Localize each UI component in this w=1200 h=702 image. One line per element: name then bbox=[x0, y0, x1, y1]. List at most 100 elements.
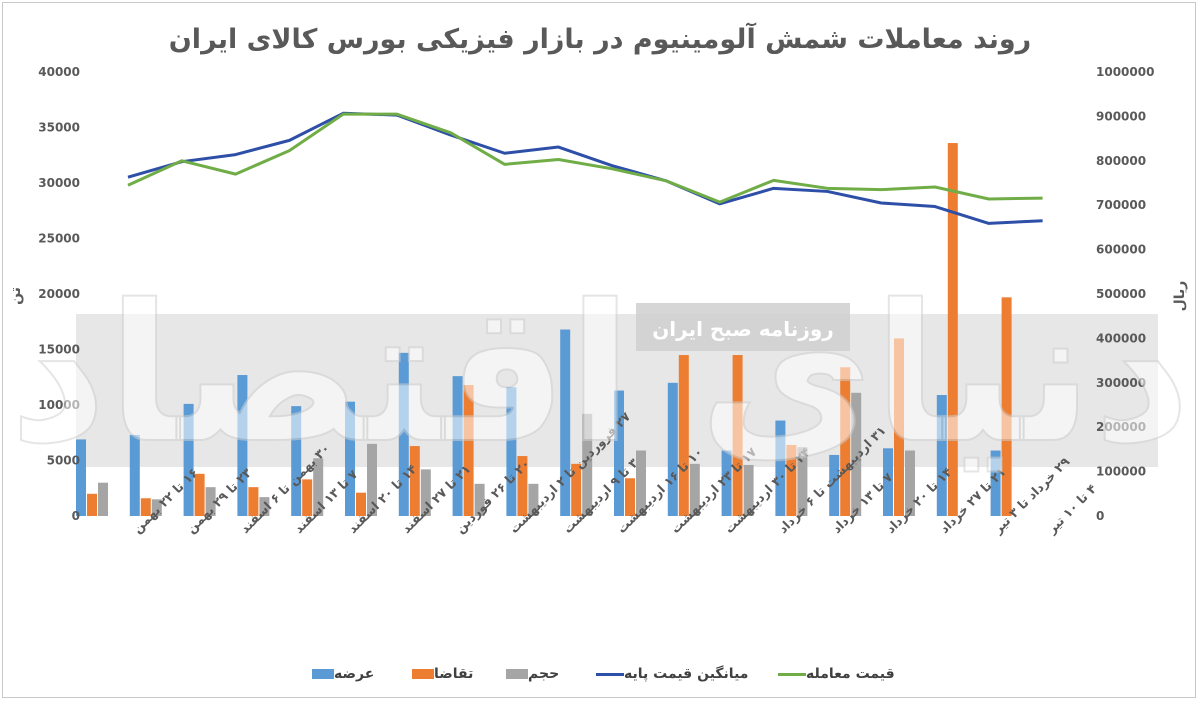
right-tick-label: 200000 bbox=[1096, 420, 1146, 434]
left-tick-label: 0 bbox=[72, 509, 80, 523]
lines-layer bbox=[127, 111, 1043, 225]
right-tick-label: 700000 bbox=[1096, 198, 1146, 212]
legend-swatch bbox=[596, 672, 624, 676]
bar-2-1 bbox=[151, 499, 162, 516]
bar-1-12 bbox=[732, 355, 743, 516]
bar-2-8 bbox=[528, 483, 539, 516]
left-axis-label: تن bbox=[8, 287, 24, 305]
bar-2-3 bbox=[259, 497, 270, 516]
watermark-subtitle-box bbox=[636, 303, 850, 351]
bars-layer bbox=[76, 143, 1012, 517]
bar-1-11 bbox=[678, 355, 689, 516]
bar-2-7 bbox=[474, 483, 485, 516]
bar-1-6 bbox=[409, 446, 420, 516]
left-tick-label: 5000 bbox=[47, 454, 80, 468]
bar-0-2 bbox=[183, 403, 194, 516]
legend-label: قیمت معامله bbox=[806, 666, 895, 682]
line-series-1 bbox=[127, 112, 1043, 204]
bar-0-5 bbox=[345, 401, 355, 516]
legend-label: تقاضا bbox=[434, 666, 474, 682]
bar-0-4 bbox=[291, 406, 302, 516]
legend-item: قیمت معامله bbox=[770, 662, 895, 686]
bar-2-14 bbox=[851, 392, 862, 516]
right-axis-ticks: 0 100000 200000 300000 400000 500000 600000 700… bbox=[1096, 65, 1154, 523]
bar-2-12 bbox=[743, 464, 754, 516]
bar-1-0 bbox=[87, 493, 97, 516]
right-tick-label: 1000000 bbox=[1096, 65, 1154, 79]
bar-2-10 bbox=[636, 450, 646, 516]
legend-swatch bbox=[506, 669, 528, 679]
bar-0-15 bbox=[883, 448, 893, 516]
chart-title: روند معاملات شمش آلومینیوم در بازار فیزی… bbox=[168, 24, 1032, 55]
right-tick-label: 100000 bbox=[1096, 465, 1146, 479]
bar-2-0 bbox=[98, 482, 108, 516]
bar-0-3 bbox=[237, 375, 248, 516]
bar-1-4 bbox=[302, 479, 313, 516]
bar-0-12 bbox=[721, 450, 732, 516]
left-tick-label: 40000 bbox=[38, 65, 80, 79]
legend-label: حجم bbox=[528, 666, 560, 682]
bar-1-3 bbox=[248, 487, 259, 516]
watermark-subtitle: روزنامه صبح ایران bbox=[652, 317, 834, 341]
right-tick-label: 300000 bbox=[1096, 376, 1146, 390]
right-tick-label: 0 bbox=[1096, 509, 1104, 523]
left-tick-label: 25000 bbox=[38, 232, 80, 246]
bar-2-9 bbox=[582, 413, 593, 516]
bar-0-16 bbox=[936, 395, 947, 516]
left-tick-label: 10000 bbox=[38, 398, 80, 412]
bar-1-1 bbox=[140, 498, 151, 516]
bar-1-14 bbox=[840, 367, 851, 516]
right-tick-label: 900000 bbox=[1096, 109, 1146, 123]
bar-0-8 bbox=[506, 387, 517, 516]
legend-label: میانگین قیمت پایه bbox=[624, 666, 749, 682]
bar-1-16 bbox=[947, 143, 958, 517]
bar-2-13 bbox=[797, 447, 808, 516]
bar-1-8 bbox=[517, 456, 528, 516]
bar-0-7 bbox=[452, 376, 463, 516]
legend-item: عرضه bbox=[304, 662, 374, 686]
right-tick-label: 800000 bbox=[1096, 154, 1146, 168]
left-tick-label: 30000 bbox=[38, 176, 80, 190]
bar-1-7 bbox=[463, 385, 474, 516]
bar-1-15 bbox=[894, 338, 904, 516]
bar-2-2 bbox=[205, 487, 216, 516]
bar-1-9 bbox=[571, 463, 582, 516]
bar-0-11 bbox=[667, 382, 678, 516]
legend-swatch bbox=[778, 672, 806, 676]
bar-1-17 bbox=[1001, 297, 1012, 516]
legend-label: عرضه bbox=[334, 666, 375, 682]
bar-0-1 bbox=[129, 434, 140, 516]
line-series-0 bbox=[127, 111, 1043, 225]
bar-0-17 bbox=[990, 450, 1001, 516]
bar-0-6 bbox=[398, 352, 409, 516]
watermark-brand: دنیای اقتصاد bbox=[9, 264, 1190, 485]
bar-0-10 bbox=[614, 390, 624, 516]
right-tick-label: 600000 bbox=[1096, 243, 1146, 257]
bar-0-9 bbox=[560, 329, 571, 516]
bar-2-5 bbox=[367, 443, 377, 516]
bar-1-10 bbox=[625, 478, 635, 516]
bar-2-6 bbox=[420, 469, 431, 516]
chart-legend: عرضه تقاضا حجم میانگین قیمت پایه قیمت معامله bbox=[0, 662, 1200, 686]
bar-2-11 bbox=[689, 463, 700, 516]
left-axis-ticks: 0 5000 10000 15000 20000 25000 30000 35000 40000 bbox=[38, 65, 80, 523]
bar-0-14 bbox=[829, 454, 840, 516]
bar-1-5 bbox=[356, 492, 366, 516]
x-tick-label: ۴ تا ۱۰ تیر bbox=[1043, 481, 1099, 537]
legend-item: حجم bbox=[498, 662, 559, 686]
bar-2-15 bbox=[905, 450, 915, 516]
legend-swatch bbox=[412, 669, 434, 679]
right-axis-label: ریال bbox=[1172, 281, 1188, 312]
right-tick-label: 500000 bbox=[1096, 287, 1146, 301]
legend-item: تقاضا bbox=[404, 662, 473, 686]
legend-item: میانگین قیمت پایه bbox=[588, 662, 748, 686]
right-tick-label: 400000 bbox=[1096, 331, 1146, 345]
bar-2-4 bbox=[313, 458, 324, 516]
legend-swatch bbox=[312, 669, 334, 679]
left-tick-label: 20000 bbox=[38, 287, 80, 301]
left-tick-label: 15000 bbox=[38, 343, 80, 357]
bar-1-13 bbox=[786, 444, 797, 516]
